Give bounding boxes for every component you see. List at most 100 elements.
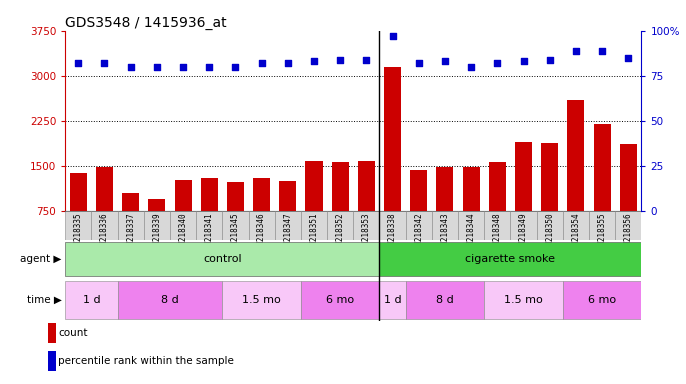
Text: GSM218335: GSM218335: [74, 213, 83, 254]
Text: GSM218353: GSM218353: [362, 213, 371, 254]
Text: GSM218351: GSM218351: [309, 213, 318, 254]
Point: [283, 60, 294, 66]
Point: [440, 58, 451, 65]
Text: GDS3548 / 1415936_at: GDS3548 / 1415936_at: [65, 16, 227, 30]
Bar: [563, 211, 589, 240]
Text: 6 mo: 6 mo: [588, 295, 616, 305]
Text: GSM218343: GSM218343: [440, 213, 449, 254]
Bar: [358, 161, 375, 211]
Bar: [274, 211, 301, 240]
Bar: [196, 211, 222, 240]
Text: GSM218348: GSM218348: [493, 213, 502, 254]
Text: GSM218339: GSM218339: [152, 213, 161, 254]
Text: control: control: [203, 254, 241, 264]
Point: [152, 64, 163, 70]
Bar: [332, 162, 348, 211]
Bar: [91, 211, 117, 240]
Bar: [615, 211, 641, 240]
Text: GSM218338: GSM218338: [388, 213, 397, 254]
Text: cigarette smoke: cigarette smoke: [465, 254, 556, 264]
Bar: [536, 211, 563, 240]
Bar: [248, 211, 274, 240]
Point: [597, 48, 608, 54]
Point: [571, 48, 582, 54]
Bar: [515, 142, 532, 211]
Bar: [222, 280, 301, 319]
Text: 1 d: 1 d: [383, 295, 401, 305]
Bar: [379, 211, 405, 240]
Point: [99, 60, 110, 66]
Bar: [301, 211, 327, 240]
Bar: [510, 211, 536, 240]
Text: 1.5 mo: 1.5 mo: [504, 295, 543, 305]
Bar: [96, 167, 113, 211]
Text: percentile rank within the sample: percentile rank within the sample: [58, 356, 234, 366]
Text: 6 mo: 6 mo: [326, 295, 354, 305]
Bar: [65, 280, 117, 319]
Text: 1.5 mo: 1.5 mo: [242, 295, 281, 305]
Bar: [567, 100, 584, 211]
Bar: [301, 280, 379, 319]
Bar: [117, 280, 222, 319]
Point: [413, 60, 424, 66]
Bar: [384, 67, 401, 211]
Text: GSM218347: GSM218347: [283, 213, 292, 254]
Bar: [48, 323, 56, 343]
Bar: [279, 181, 296, 211]
Bar: [589, 211, 615, 240]
Text: GSM218352: GSM218352: [335, 213, 344, 254]
Bar: [148, 199, 165, 211]
Bar: [410, 170, 427, 211]
Point: [178, 64, 189, 70]
Text: 8 d: 8 d: [436, 295, 454, 305]
Text: 1 d: 1 d: [82, 295, 100, 305]
Point: [335, 56, 346, 63]
Point: [544, 56, 555, 63]
Bar: [436, 167, 453, 211]
Point: [73, 60, 84, 66]
Bar: [593, 124, 611, 211]
Text: GSM218345: GSM218345: [231, 213, 240, 254]
Bar: [65, 242, 379, 276]
Text: GSM218355: GSM218355: [598, 213, 606, 254]
Point: [204, 64, 215, 70]
Bar: [405, 280, 484, 319]
Text: GSM218350: GSM218350: [545, 213, 554, 254]
Bar: [48, 351, 56, 371]
Bar: [462, 167, 480, 211]
Bar: [563, 280, 641, 319]
Text: GSM218342: GSM218342: [414, 213, 423, 254]
Bar: [458, 211, 484, 240]
Point: [623, 55, 634, 61]
Text: GSM218354: GSM218354: [571, 213, 580, 254]
Bar: [620, 144, 637, 211]
Bar: [432, 211, 458, 240]
Text: count: count: [58, 328, 88, 338]
Text: time ▶: time ▶: [27, 295, 62, 305]
Text: GSM218346: GSM218346: [257, 213, 266, 254]
Text: 8 d: 8 d: [161, 295, 179, 305]
Point: [492, 60, 503, 66]
Text: GSM218337: GSM218337: [126, 213, 135, 254]
Point: [309, 58, 320, 65]
Bar: [117, 211, 144, 240]
Bar: [327, 211, 353, 240]
Bar: [305, 161, 322, 211]
Bar: [253, 177, 270, 211]
Bar: [144, 211, 170, 240]
Bar: [201, 177, 217, 211]
Bar: [484, 280, 563, 319]
Bar: [65, 211, 91, 240]
Bar: [405, 211, 432, 240]
Bar: [222, 211, 248, 240]
Point: [387, 33, 398, 39]
Bar: [174, 180, 191, 211]
Bar: [170, 211, 196, 240]
Bar: [70, 173, 86, 211]
Text: GSM218336: GSM218336: [100, 213, 109, 254]
Point: [230, 64, 241, 70]
Text: GSM218356: GSM218356: [624, 213, 632, 254]
Bar: [489, 162, 506, 211]
Point: [125, 64, 136, 70]
Bar: [379, 280, 405, 319]
